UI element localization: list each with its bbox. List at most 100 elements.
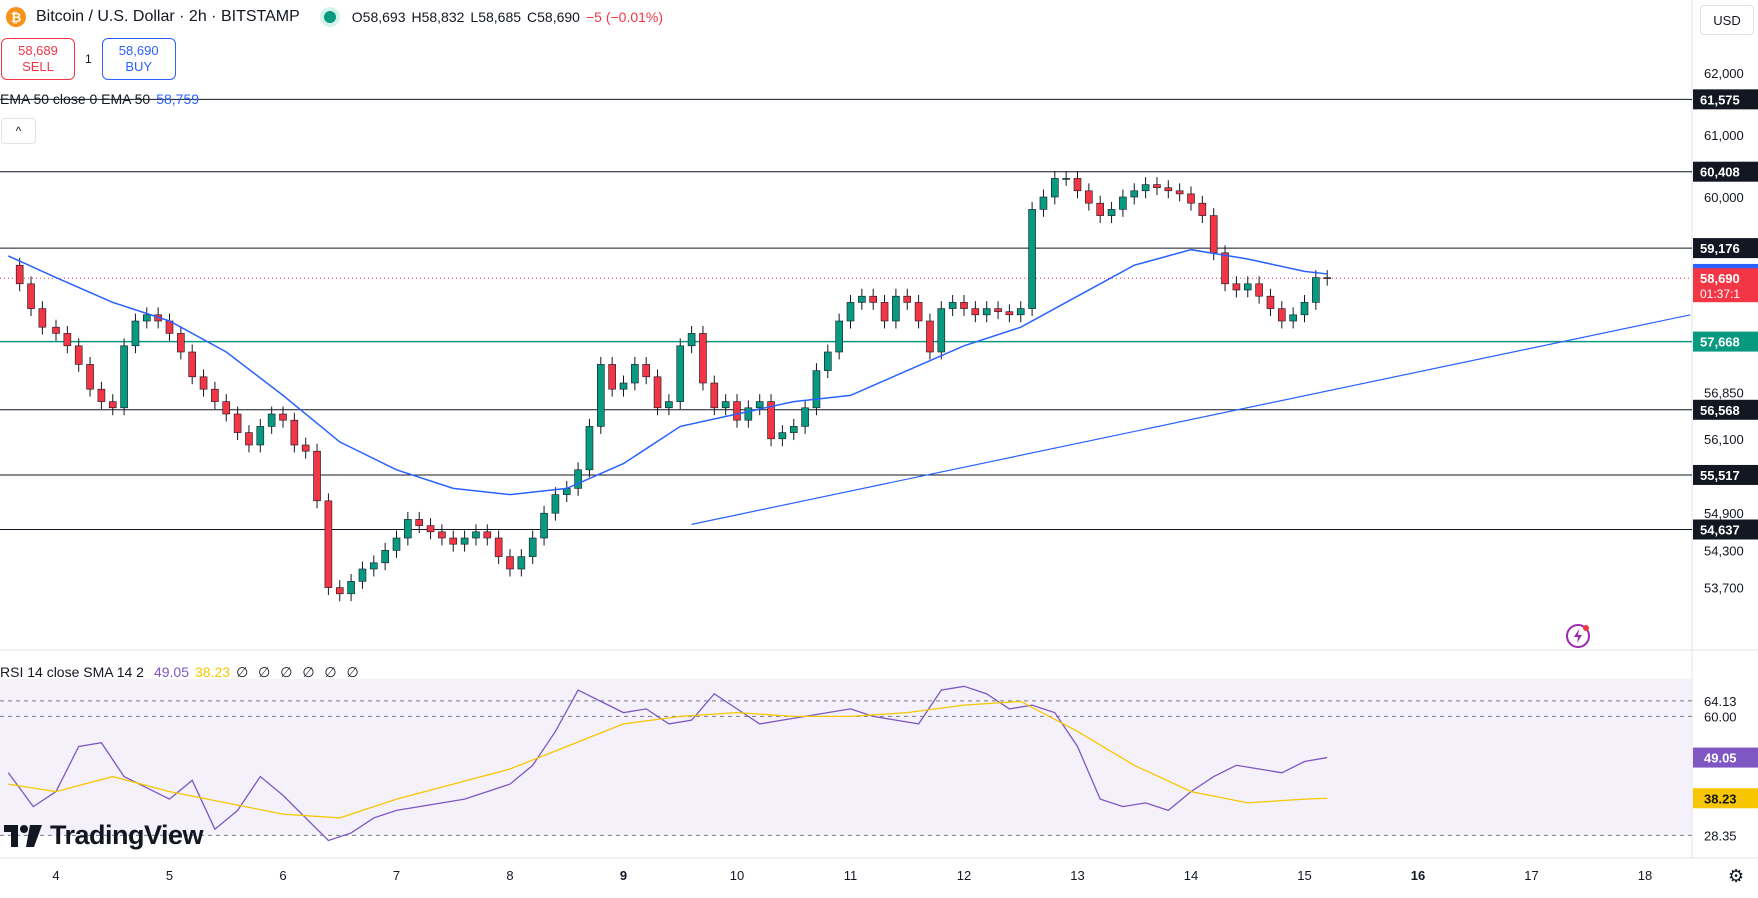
candle	[1097, 203, 1104, 215]
candle	[1278, 309, 1285, 321]
level-label: 54,637	[1700, 523, 1740, 538]
candle	[507, 557, 514, 569]
candle	[132, 321, 139, 346]
candle	[427, 526, 434, 532]
level-label: 55,517	[1700, 468, 1740, 483]
price-tick-label: 56,850	[1704, 385, 1744, 400]
candle	[1108, 209, 1115, 215]
settings-gear-icon[interactable]: ⚙	[1728, 866, 1744, 887]
rsi-level-label: 64.13	[1704, 694, 1737, 709]
candle	[1063, 178, 1070, 179]
candle	[325, 501, 332, 588]
candle	[995, 309, 1002, 312]
time-tick-label: 10	[730, 868, 744, 883]
candle	[677, 346, 684, 402]
candle	[1153, 185, 1160, 188]
currency-selector[interactable]: USD	[1700, 5, 1754, 35]
candle	[552, 495, 559, 514]
candle	[1199, 203, 1206, 215]
candle	[1188, 194, 1195, 203]
candle	[1029, 209, 1036, 308]
candle	[211, 389, 218, 401]
candle	[234, 414, 241, 433]
tradingview-logo[interactable]: TradingView	[4, 820, 203, 851]
sell-button[interactable]: 58,689 SELL	[1, 38, 75, 80]
level-label: 60,408	[1700, 165, 1740, 180]
buy-price: 58,690	[119, 43, 159, 59]
candle	[541, 513, 548, 538]
candle	[802, 408, 809, 427]
symbol-title[interactable]: Bitcoin / U.S. Dollar · 2h · BITSTAMP	[36, 8, 300, 26]
candle	[291, 420, 298, 445]
time-tick-label: 13	[1070, 868, 1084, 883]
candle	[1165, 188, 1172, 191]
rsi-legend[interactable]: RSI 14 close SMA 14 2 49.05 38.23 ∅ ∅ ∅ …	[0, 664, 362, 681]
symbol-header: ₿ Bitcoin / U.S. Dollar · 2h · BITSTAMP …	[0, 0, 663, 34]
candle	[64, 333, 71, 345]
candle	[416, 519, 423, 525]
candles-group	[16, 171, 1331, 601]
time-tick-label: 17	[1524, 868, 1538, 883]
buy-button[interactable]: 58,690 BUY	[102, 38, 176, 80]
buy-label: BUY	[125, 59, 152, 75]
candle	[575, 470, 582, 489]
candle	[143, 315, 150, 321]
candle	[245, 433, 252, 445]
level-label: 58,690	[1700, 271, 1740, 286]
candle	[756, 402, 763, 408]
rsi-legend-label: RSI 14 close SMA 14 2	[0, 664, 144, 681]
candle	[643, 364, 650, 376]
level-label: 61,575	[1700, 92, 1740, 107]
candle	[189, 352, 196, 377]
rsi-badge-label: 49.05	[1704, 751, 1737, 766]
candle	[268, 414, 275, 426]
candle	[1256, 284, 1263, 296]
time-tick-label: 5	[166, 868, 173, 883]
ohlc-close: C58,690	[527, 9, 580, 25]
candle	[1267, 296, 1274, 308]
candle	[438, 532, 445, 538]
rsi-level-label: 28.35	[1704, 828, 1737, 843]
market-status-icon	[324, 11, 336, 23]
collapse-legend-button[interactable]: ^	[1, 118, 36, 144]
candle	[336, 588, 343, 594]
candle	[790, 426, 797, 432]
price-tick-label: 62,000	[1704, 66, 1744, 81]
candle	[370, 563, 377, 569]
time-tick-label: 18	[1638, 868, 1652, 883]
candle	[631, 364, 638, 383]
candle	[280, 414, 287, 420]
candle	[665, 402, 672, 408]
candle	[98, 389, 105, 401]
candle	[938, 309, 945, 352]
candle	[16, 265, 23, 284]
bitcoin-icon: ₿	[6, 7, 26, 27]
ema-line	[8, 250, 1327, 495]
bar-countdown: 01:37:1	[1700, 287, 1740, 301]
candle	[722, 402, 729, 408]
candle	[223, 402, 230, 414]
flash-alert-icon[interactable]	[1565, 623, 1591, 649]
candle	[1017, 309, 1024, 315]
currency-label: USD	[1713, 13, 1740, 28]
candle	[847, 302, 854, 321]
candle	[1210, 216, 1217, 253]
candle	[813, 371, 820, 408]
rsi-badge-label: 38.23	[1704, 791, 1737, 806]
ema-legend-value: 58,759	[156, 91, 199, 107]
order-quantity[interactable]: 1	[85, 52, 92, 66]
candle	[1051, 178, 1058, 197]
candle	[870, 296, 877, 302]
candle	[529, 538, 536, 557]
candle	[1142, 185, 1149, 191]
candle	[177, 333, 184, 352]
candle	[609, 364, 616, 389]
ema-legend[interactable]: EMA 50 close 0 EMA 50 58,759	[0, 91, 199, 107]
candle	[1244, 284, 1251, 290]
price-tick-label: 61,000	[1704, 128, 1744, 143]
time-tick-label: 14	[1184, 868, 1198, 883]
candle	[1233, 284, 1240, 290]
tradingview-logo-icon	[4, 825, 42, 847]
